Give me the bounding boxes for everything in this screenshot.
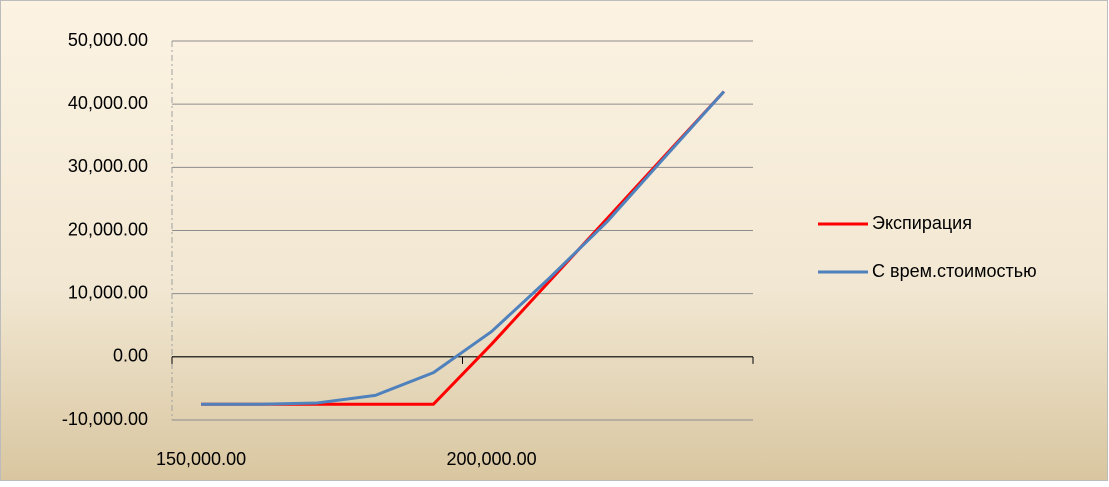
x-tick-label: 200,000.00 bbox=[447, 449, 537, 469]
legend-label: С врем.стоимостью bbox=[872, 261, 1037, 281]
series-line bbox=[201, 90, 726, 406]
y-tick-label: 30,000.00 bbox=[68, 156, 148, 176]
y-tick-label: 50,000.00 bbox=[68, 30, 148, 50]
y-tick-label: 10,000.00 bbox=[68, 282, 148, 302]
y-tick-label: 20,000.00 bbox=[68, 219, 148, 239]
y-tick-label: 0.00 bbox=[113, 346, 148, 366]
x-tick-label: 150,000.00 bbox=[156, 449, 246, 469]
y-tick-label: -10,000.00 bbox=[62, 409, 148, 429]
legend-label: Экспирация bbox=[872, 213, 972, 233]
y-tick-label: 40,000.00 bbox=[68, 93, 148, 113]
